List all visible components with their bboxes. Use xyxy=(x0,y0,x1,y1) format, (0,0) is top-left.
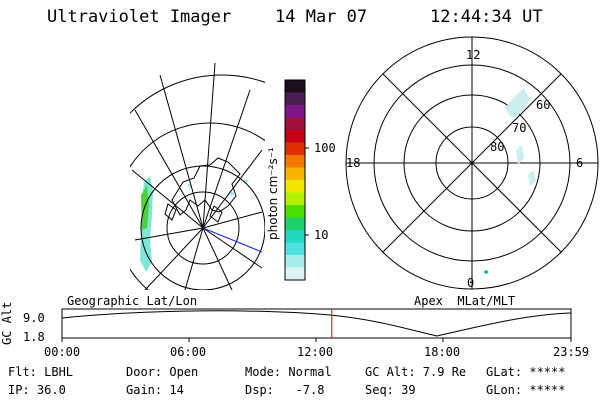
instrument-title: Ultraviolet Imager xyxy=(47,7,232,27)
colorbar-tick-100: 100 xyxy=(314,141,336,155)
mlt-label-12: 12 xyxy=(466,48,480,62)
timeline-xtick-0600: 06:00 xyxy=(170,345,207,359)
colorbar-cell xyxy=(285,155,305,168)
colorbar-cell xyxy=(285,130,305,143)
mlt-label-0: 0 xyxy=(467,276,474,290)
colorbar-unit-label: photon cm⁻²s⁻¹ xyxy=(266,147,280,240)
altitude-curve xyxy=(61,310,572,337)
status-ip: IP: 36.0 xyxy=(8,383,66,397)
status-door: Door: Open xyxy=(126,365,199,379)
timeline-xtick-2359: 23:59 xyxy=(553,345,590,359)
timeline-ytick-bottom: 1.8 xyxy=(23,330,45,344)
mlt-label-18: 18 xyxy=(346,156,360,170)
colorbar-cell xyxy=(285,92,305,106)
timeline-ytick-top: 9.0 xyxy=(23,311,45,325)
header-time: 12:44:34 UT xyxy=(430,7,543,27)
colorbar-cell xyxy=(285,192,305,206)
status-glon: GLon: ***** xyxy=(486,383,566,397)
polar-aurora-patch xyxy=(505,88,530,118)
colorbar-cell xyxy=(285,255,305,268)
status-mode: Mode: Normal xyxy=(245,365,332,379)
colorbar-cell xyxy=(285,267,305,281)
status-seq: Seq: 39 xyxy=(365,383,416,397)
aurora-core-band xyxy=(141,185,149,230)
colorbar-cell xyxy=(285,167,305,181)
status-gain: Gain: 14 xyxy=(126,383,184,397)
colorbar-cell xyxy=(285,180,305,193)
status-glat: GLat: ***** xyxy=(486,365,566,379)
mlt-label-6: 6 xyxy=(576,156,583,170)
timeline-xtick-1200: 12:00 xyxy=(297,345,334,359)
timeline-right-title: Apex MLat/MLT xyxy=(414,294,516,308)
colorbar-cell xyxy=(285,230,305,243)
lat-label-80: 80 xyxy=(490,140,504,154)
status-filter: Flt: LBHL xyxy=(8,365,74,379)
timeline-xtick-1800: 18:00 xyxy=(424,345,461,359)
colorbar-cell xyxy=(285,105,305,118)
status-dsp: Dsp: -7.8 xyxy=(245,383,325,397)
colorbar-cell xyxy=(285,142,305,156)
colorbar-tick-10: 10 xyxy=(314,228,328,242)
colorbar-cell xyxy=(285,217,305,231)
lat-label-70: 70 xyxy=(512,121,526,135)
timeline-xtick-0000: 00:00 xyxy=(44,345,81,359)
colorbar-cell xyxy=(285,80,305,93)
header-date: 14 Mar 07 xyxy=(275,7,368,27)
colorbar-cell xyxy=(285,117,305,131)
timeline-left-title: Geographic Lat/Lon xyxy=(67,294,198,308)
lat-label-60: 60 xyxy=(536,98,550,112)
status-gc-alt: GC Alt: 7.9 Re xyxy=(365,365,467,379)
colorbar-cell xyxy=(285,205,305,218)
colorbar-cell xyxy=(285,242,305,256)
